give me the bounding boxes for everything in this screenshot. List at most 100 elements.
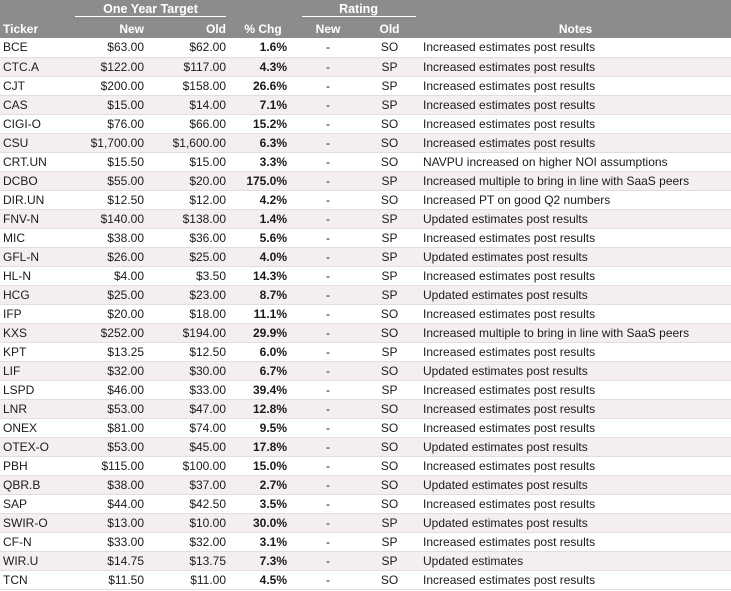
target-new-cell: $14.75 — [72, 551, 147, 571]
notes-cell: Increased estimates post results — [420, 114, 731, 134]
target-old-cell: $74.00 — [147, 418, 230, 438]
col-header-target-old[interactable]: Old — [206, 21, 227, 36]
rating-old-cell: SP — [359, 285, 421, 305]
header-spacer — [229, 0, 297, 19]
target-old-cell: $1,600.00 — [147, 133, 230, 153]
rating-new-cell: - — [297, 380, 360, 400]
table-row[interactable]: IFP $20.00 $18.00 11.1% - SO Increased estimat… — [0, 304, 731, 324]
rating-old-cell: SO — [359, 399, 421, 419]
ticker-cell: OTEX-O — [0, 437, 72, 457]
col-header-pct-chg[interactable]: % Chg — [244, 21, 282, 36]
table-row[interactable]: DCBO $55.00 $20.00 175.0% - SP Increased multi… — [0, 171, 731, 191]
table-body: BCE $63.00 $62.00 1.6% - SO Increased estimate… — [0, 38, 731, 590]
header-group-rating: Rating — [297, 0, 420, 19]
table-row[interactable]: CIGI-O $76.00 $66.00 15.2% - SO Increased esti… — [0, 114, 731, 134]
table-row[interactable]: SAP $44.00 $42.50 3.5% - SO Increased estimate… — [0, 494, 731, 514]
notes-cell: Updated estimates post results — [420, 513, 731, 533]
rating-old-cell: SO — [359, 114, 421, 134]
pct-change-cell: 29.9% — [229, 323, 298, 343]
rating-old-cell: SP — [359, 228, 421, 248]
col-header-rating-new[interactable]: New — [315, 21, 341, 36]
table-row[interactable]: WIR.U $14.75 $13.75 7.3% - SP Updated estimate… — [0, 551, 731, 571]
ticker-cell: CIGI-O — [0, 114, 72, 134]
table-row[interactable]: FNV-N $140.00 $138.00 1.4% - SP Updated estima… — [0, 209, 731, 229]
col-header-rating-old[interactable]: Old — [379, 21, 400, 36]
table-row[interactable]: LSPD $46.00 $33.00 39.4% - SP Increased estima… — [0, 380, 731, 400]
ticker-cell: KXS — [0, 323, 72, 343]
rating-label: Rating — [301, 2, 416, 17]
rating-old-cell: SP — [359, 95, 421, 115]
table-row[interactable]: DIR.UN $12.50 $12.00 4.2% - SO Increased PT on… — [0, 190, 731, 210]
table-row[interactable]: MIC $38.00 $36.00 5.6% - SP Increased estimate… — [0, 228, 731, 248]
table-row[interactable]: KXS $252.00 $194.00 29.9% - SO Increased multi… — [0, 323, 731, 343]
rating-old-cell: SP — [359, 342, 421, 362]
table-row[interactable]: CRT.UN $15.50 $15.00 3.3% - SO NAVPU increased… — [0, 152, 731, 172]
target-new-cell: $13.00 — [72, 513, 147, 533]
ticker-cell: CF-N — [0, 532, 72, 552]
table-row[interactable]: ONEX $81.00 $74.00 9.5% - SO Increased estimat… — [0, 418, 731, 438]
header-group-row: One Year Target Rating — [0, 0, 731, 19]
table-row[interactable]: KPT $13.25 $12.50 6.0% - SP Increased estimate… — [0, 342, 731, 362]
target-new-cell: $252.00 — [72, 323, 147, 343]
target-new-cell: $4.00 — [72, 266, 147, 286]
target-new-cell: $38.00 — [72, 228, 147, 248]
rating-new-cell: - — [297, 513, 360, 533]
target-new-cell: $122.00 — [72, 57, 147, 77]
target-new-cell: $15.00 — [72, 95, 147, 115]
target-new-cell: $200.00 — [72, 76, 147, 96]
notes-cell: Increased estimates post results — [420, 304, 731, 324]
pct-change-cell: 12.8% — [229, 399, 298, 419]
table-row[interactable]: GFL-N $26.00 $25.00 4.0% - SP Updated estimate… — [0, 247, 731, 267]
table-row[interactable]: PBH $115.00 $100.00 15.0% - SO Increased estim… — [0, 456, 731, 476]
notes-cell: Updated estimates post results — [420, 361, 731, 381]
pct-change-cell: 3.3% — [229, 152, 298, 172]
notes-cell: Increased estimates post results — [420, 228, 731, 248]
target-new-cell: $12.50 — [72, 190, 147, 210]
notes-cell: Updated estimates — [420, 551, 731, 571]
table-row[interactable]: CSU $1,700.00 $1,600.00 6.3% - SO Increased es… — [0, 133, 731, 153]
rating-old-cell: SO — [359, 437, 421, 457]
col-header-notes[interactable]: Notes — [558, 21, 593, 36]
table-row[interactable]: OTEX-O $53.00 $45.00 17.8% - SO Updated estima… — [0, 437, 731, 457]
col-header-target-new[interactable]: New — [119, 21, 144, 36]
notes-cell: Updated estimates post results — [420, 209, 731, 229]
table-row[interactable]: CJT $200.00 $158.00 26.6% - SP Increased estim… — [0, 76, 731, 96]
table-row[interactable]: CAS $15.00 $14.00 7.1% - SP Increased estimate… — [0, 95, 731, 115]
pct-change-cell: 26.6% — [229, 76, 298, 96]
ticker-cell: CAS — [0, 95, 72, 115]
ticker-cell: HCG — [0, 285, 72, 305]
table-row[interactable]: BCE $63.00 $62.00 1.6% - SO Increased estimate… — [0, 38, 731, 58]
ticker-cell: WIR.U — [0, 551, 72, 571]
table-row[interactable]: CF-N $33.00 $32.00 3.1% - SP Increased estimat… — [0, 532, 731, 552]
pct-change-cell: 39.4% — [229, 380, 298, 400]
notes-cell: Updated estimates post results — [420, 247, 731, 267]
table-row[interactable]: SWIR-O $13.00 $10.00 30.0% - SP Updated estima… — [0, 513, 731, 533]
col-header-ticker[interactable]: Ticker — [3, 21, 39, 36]
pct-change-cell: 8.7% — [229, 285, 298, 305]
table-row[interactable]: LIF $32.00 $30.00 6.7% - SO Updated estimates … — [0, 361, 731, 381]
table-row[interactable]: HL-N $4.00 $3.50 14.3% - SP Increased estimate… — [0, 266, 731, 286]
target-new-cell: $44.00 — [72, 494, 147, 514]
rating-old-cell: SO — [359, 570, 421, 590]
table-row[interactable]: LNR $53.00 $47.00 12.8% - SO Increased estimat… — [0, 399, 731, 419]
notes-cell: Increased estimates post results — [420, 418, 731, 438]
rating-new-cell: - — [297, 171, 360, 191]
ticker-cell: GFL-N — [0, 247, 72, 267]
rating-new-cell: - — [297, 190, 360, 210]
notes-cell: Increased estimates post results — [420, 399, 731, 419]
target-new-cell: $13.25 — [72, 342, 147, 362]
target-new-cell: $115.00 — [72, 456, 147, 476]
target-old-cell: $12.50 — [147, 342, 230, 362]
rating-old-cell: SO — [359, 190, 421, 210]
table-row[interactable]: TCN $11.50 $11.00 4.5% - SO Increased estimate… — [0, 570, 731, 590]
rating-old-cell: SO — [359, 152, 421, 172]
rating-new-cell: - — [297, 285, 360, 305]
notes-cell: Updated estimates post results — [420, 285, 731, 305]
table-row[interactable]: HCG $25.00 $23.00 8.7% - SP Updated estimates … — [0, 285, 731, 305]
target-old-cell: $18.00 — [147, 304, 230, 324]
table-row[interactable]: QBR.B $38.00 $37.00 2.7% - SO Updated estimate… — [0, 475, 731, 495]
table-row[interactable]: CTC.A $122.00 $117.00 4.3% - SP Increased esti… — [0, 57, 731, 77]
target-old-cell: $45.00 — [147, 437, 230, 457]
rating-old-cell: SP — [359, 266, 421, 286]
rating-new-cell: - — [297, 304, 360, 324]
